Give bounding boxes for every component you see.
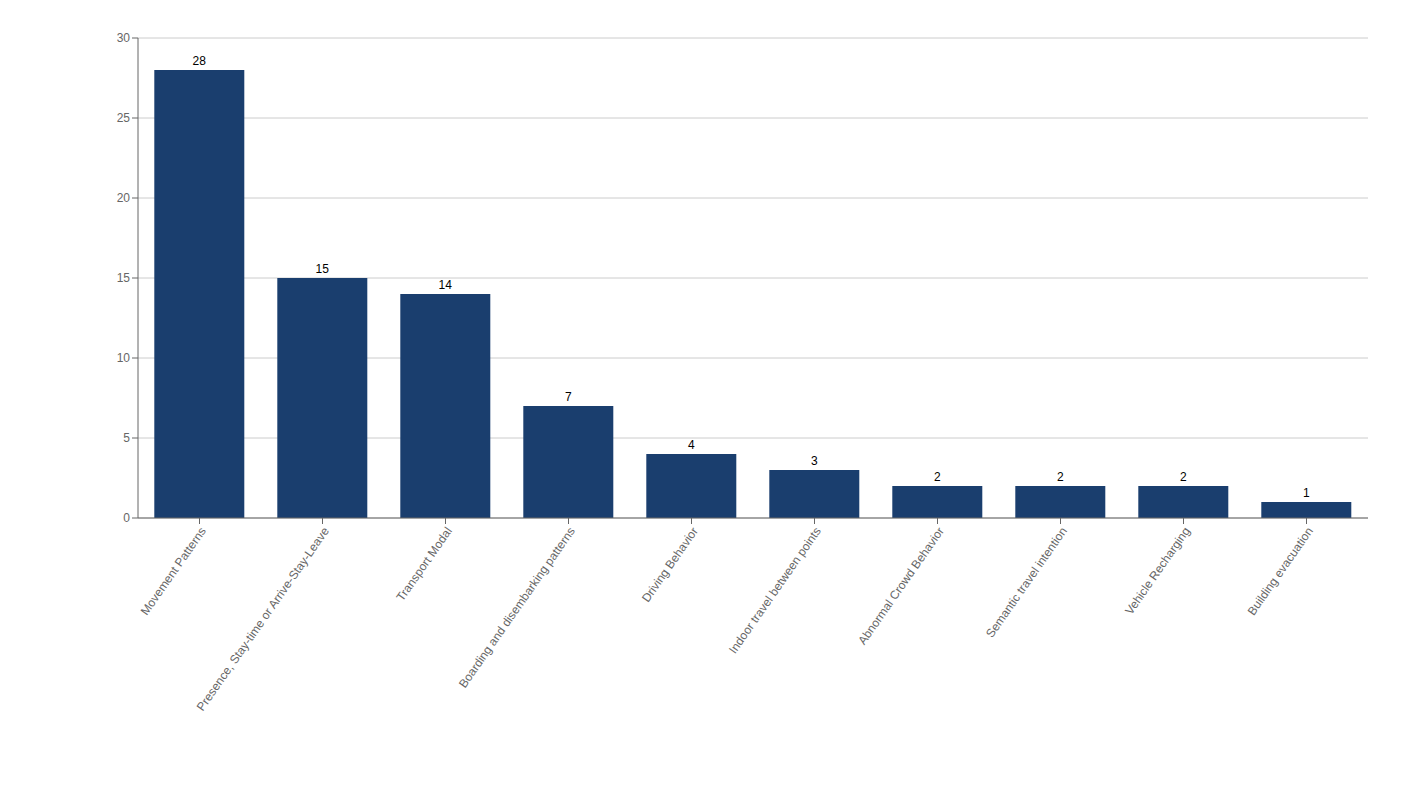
svg-text:30: 30 bbox=[117, 31, 131, 45]
svg-text:10: 10 bbox=[117, 351, 131, 365]
svg-text:Building evacuation: Building evacuation bbox=[1245, 525, 1316, 618]
svg-text:2: 2 bbox=[934, 470, 941, 484]
svg-text:25: 25 bbox=[117, 111, 131, 125]
svg-text:Driving Behavior: Driving Behavior bbox=[639, 525, 701, 605]
svg-text:20: 20 bbox=[117, 191, 131, 205]
svg-text:Presence, Stay-time or Arrive-: Presence, Stay-time or Arrive-Stay-Leave bbox=[194, 524, 332, 713]
svg-text:14: 14 bbox=[439, 278, 453, 292]
svg-text:15: 15 bbox=[316, 262, 330, 276]
svg-text:Boarding and disembarking patt: Boarding and disembarking patterns bbox=[456, 525, 578, 691]
svg-text:28: 28 bbox=[193, 54, 207, 68]
svg-text:15: 15 bbox=[117, 271, 131, 285]
svg-text:7: 7 bbox=[565, 390, 572, 404]
svg-text:0: 0 bbox=[123, 511, 130, 525]
svg-text:1: 1 bbox=[1303, 486, 1310, 500]
svg-text:3: 3 bbox=[811, 454, 818, 468]
svg-text:Movement Patterns: Movement Patterns bbox=[138, 525, 209, 618]
svg-text:5: 5 bbox=[123, 431, 130, 445]
svg-text:Vehicle Recharging: Vehicle Recharging bbox=[1122, 525, 1193, 618]
svg-text:Transport Modal: Transport Modal bbox=[394, 525, 455, 604]
svg-text:2: 2 bbox=[1057, 470, 1064, 484]
svg-text:2: 2 bbox=[1180, 470, 1187, 484]
svg-text:Indoor travel between points: Indoor travel between points bbox=[726, 525, 824, 657]
svg-text:Semantic travel intention: Semantic travel intention bbox=[983, 525, 1070, 641]
svg-text:4: 4 bbox=[688, 438, 695, 452]
svg-text:Abnormal Crowd Behavior: Abnormal Crowd Behavior bbox=[855, 525, 947, 648]
